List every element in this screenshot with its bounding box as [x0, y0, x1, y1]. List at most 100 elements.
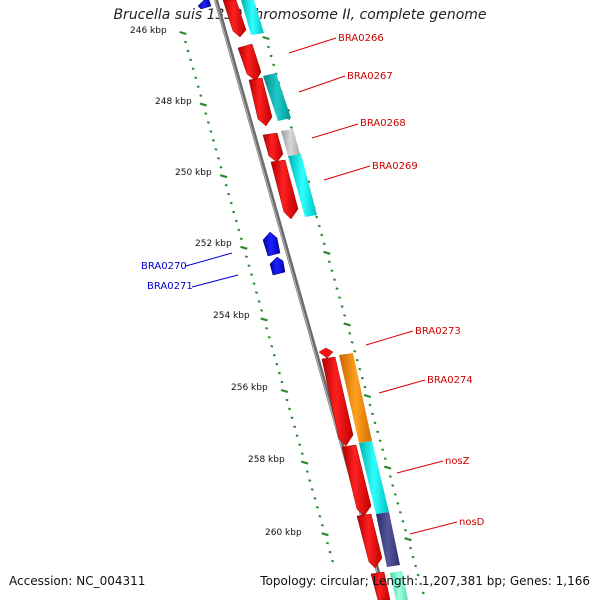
label-leaders — [185, 37, 458, 535]
minor-tick — [255, 291, 258, 294]
minor-tick — [330, 269, 334, 273]
minor-tick — [244, 255, 248, 259]
gene-label[interactable]: BRA0274 — [427, 375, 473, 386]
forward-genes — [222, 0, 391, 600]
minor-tick — [272, 353, 276, 357]
minor-tick — [265, 327, 269, 330]
length-label: Length: — [372, 574, 419, 588]
minor-tick — [295, 434, 299, 438]
gene-arrow[interactable] — [222, 0, 247, 38]
gene-arrow[interactable] — [341, 444, 372, 517]
minor-tick — [363, 385, 367, 389]
scale-label: 252 kbp — [195, 239, 232, 249]
major-tick — [321, 532, 329, 537]
gene-label[interactable]: nosD — [459, 517, 485, 528]
scale-label: 258 kbp — [248, 455, 285, 465]
genes-label: Genes: — [509, 574, 552, 588]
function-block — [390, 571, 408, 600]
minor-tick — [250, 273, 253, 276]
gene-arrow[interactable] — [269, 256, 286, 276]
minor-tick — [414, 564, 418, 568]
minor-tick — [310, 488, 314, 491]
minor-tick — [335, 287, 339, 290]
gene-arrow[interactable] — [248, 77, 273, 127]
minor-tick — [388, 475, 392, 478]
minor-tick — [232, 210, 236, 214]
gene-label[interactable]: BRA0268 — [360, 118, 406, 129]
gene-label[interactable]: BRA0273 — [415, 326, 461, 337]
scale-label: 254 kbp — [213, 311, 250, 321]
map-title: Brucella suis 1330 chromosome II, comple… — [113, 7, 487, 23]
minor-tick — [293, 425, 297, 429]
minor-tick — [269, 54, 273, 58]
minor-tick — [391, 484, 395, 487]
minor-tick — [331, 559, 335, 563]
function-ring — [241, 0, 408, 600]
minor-tick — [300, 452, 304, 455]
minor-tick — [401, 519, 405, 523]
minor-tick — [358, 367, 362, 371]
gene-labels: BRA0266 BRA0267 BRA0268 BRA0269 BRA0273 … — [141, 33, 485, 528]
scale-label: 246 kbp — [130, 26, 167, 36]
gene-label[interactable]: BRA0267 — [347, 71, 393, 82]
minor-tick — [194, 76, 198, 80]
minor-tick — [355, 358, 359, 362]
minor-tick — [343, 314, 347, 317]
minor-tick — [184, 40, 187, 44]
minor-tick — [206, 121, 210, 124]
minor-tick — [416, 573, 420, 577]
gene-arrow[interactable] — [197, 0, 212, 10]
minor-tick — [370, 412, 375, 416]
gene-label[interactable]: BRA0269 — [372, 161, 418, 172]
minor-tick — [285, 398, 289, 402]
genome-stats-footer: Topology: circular; Length: 1,207,381 bp… — [260, 574, 590, 588]
minor-tick — [216, 156, 221, 160]
minor-tick — [277, 371, 281, 375]
minor-tick — [199, 94, 203, 97]
accession-footer: Accession: NC_004311 — [9, 574, 145, 588]
gene-label[interactable]: BRA0270 — [141, 261, 187, 272]
scale-labels: 246 kbp 248 kbp 250 kbp 252 kbp 254 kbp 256 k… — [130, 26, 302, 538]
minor-tick — [308, 479, 312, 482]
major-tick — [260, 317, 268, 322]
scale-label: 260 kbp — [265, 528, 302, 538]
minor-tick — [381, 448, 385, 452]
gene-arrow[interactable] — [262, 231, 281, 257]
gene-arrow[interactable] — [270, 159, 299, 220]
minor-tick — [396, 502, 400, 505]
gene-label[interactable]: BRA0266 — [338, 33, 384, 44]
inner-tick-track — [179, 30, 335, 563]
minor-tick — [321, 523, 324, 527]
gene-arrow[interactable] — [237, 43, 262, 82]
minor-tick — [229, 201, 233, 205]
minor-tick — [196, 85, 200, 89]
minor-tick — [326, 541, 329, 545]
minor-tick — [287, 407, 292, 411]
gene-arrow[interactable] — [321, 356, 354, 447]
minor-tick — [189, 58, 193, 62]
function-block — [339, 353, 372, 443]
minor-tick — [270, 344, 274, 348]
gene-arrow[interactable] — [356, 513, 383, 569]
scale-label: 248 kbp — [155, 97, 192, 107]
minor-tick — [315, 215, 319, 219]
minor-tick — [211, 139, 215, 142]
minor-tick — [350, 340, 354, 344]
major-tick — [383, 465, 392, 470]
scale-label: 250 kbp — [175, 168, 212, 178]
minor-tick — [298, 443, 302, 447]
minor-tick — [368, 403, 372, 407]
topology-value: circular; — [320, 574, 369, 588]
minor-tick — [318, 514, 322, 518]
minor-tick — [348, 332, 352, 335]
gene-arrow[interactable] — [262, 132, 284, 163]
minor-tick — [313, 497, 317, 500]
gene-arrow[interactable] — [370, 571, 391, 600]
minor-tick — [360, 376, 364, 380]
major-tick — [363, 393, 372, 399]
major-tick — [300, 460, 309, 465]
gene-label[interactable]: nosZ — [445, 456, 470, 467]
gene-label[interactable]: BRA0271 — [147, 281, 193, 292]
minor-tick — [214, 148, 218, 151]
gene-arrow-small[interactable] — [318, 347, 334, 359]
